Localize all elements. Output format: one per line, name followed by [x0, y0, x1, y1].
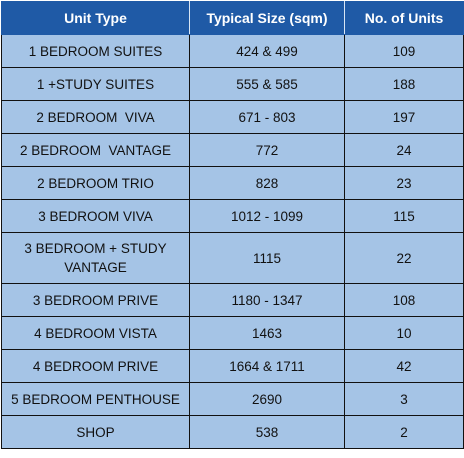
- cell-unit-type: 1 +STUDY SUITES: [1, 67, 190, 101]
- cell-size: 2690: [189, 382, 345, 416]
- cell-size: 1115: [189, 232, 345, 284]
- cell-unit-type: 2 BEDROOM TRIO: [1, 166, 190, 200]
- cell-size: 1463: [189, 316, 345, 350]
- cell-size: 1012 - 1099: [189, 199, 345, 233]
- table-row: 3 BEDROOM + STUDY VANTAGE 1115 22: [1, 232, 464, 284]
- table-row: 3 BEDROOM PRIVE 1180 - 1347 108: [1, 283, 464, 317]
- table-row: 2 BEDROOM TRIO 828 23: [1, 166, 464, 200]
- cell-size: 538: [189, 415, 345, 449]
- cell-units: 22: [344, 232, 464, 284]
- cell-units: 188: [344, 67, 464, 101]
- table-row: 1 +STUDY SUITES 555 & 585 188: [1, 67, 464, 101]
- cell-units: 115: [344, 199, 464, 233]
- cell-unit-type: 3 BEDROOM VIVA: [1, 199, 190, 233]
- header-no-of-units: No. of Units: [344, 1, 464, 35]
- cell-unit-type: 2 BEDROOM VANTAGE: [1, 133, 190, 167]
- table-row: 1 BEDROOM SUITES 424 & 499 109: [1, 34, 464, 68]
- cell-unit-type: 4 BEDROOM PRIVE: [1, 349, 190, 383]
- cell-unit-type: SHOP: [1, 415, 190, 449]
- cell-size: 1180 - 1347: [189, 283, 345, 317]
- cell-size: 424 & 499: [189, 34, 345, 68]
- cell-units: 109: [344, 34, 464, 68]
- table-row: 5 BEDROOM PENTHOUSE 2690 3: [1, 382, 464, 416]
- table-row: 4 BEDROOM PRIVE 1664 & 1711 42: [1, 349, 464, 383]
- table-header-row: Unit Type Typical Size (sqm) No. of Unit…: [1, 1, 464, 35]
- cell-unit-type: 4 BEDROOM VISTA: [1, 316, 190, 350]
- cell-size: 828: [189, 166, 345, 200]
- cell-unit-type: 5 BEDROOM PENTHOUSE: [1, 382, 190, 416]
- unit-mix-table: Unit Type Typical Size (sqm) No. of Unit…: [1, 1, 464, 449]
- header-typical-size: Typical Size (sqm): [189, 1, 345, 35]
- cell-units: 23: [344, 166, 464, 200]
- cell-size: 1664 & 1711: [189, 349, 345, 383]
- cell-units: 10: [344, 316, 464, 350]
- cell-units: 24: [344, 133, 464, 167]
- cell-units: 3: [344, 382, 464, 416]
- table-row: 4 BEDROOM VISTA 1463 10: [1, 316, 464, 350]
- cell-units: 2: [344, 415, 464, 449]
- cell-size: 671 - 803: [189, 100, 345, 134]
- cell-unit-type: 1 BEDROOM SUITES: [1, 34, 190, 68]
- table-row: 2 BEDROOM VANTAGE 772 24: [1, 133, 464, 167]
- table-row: 2 BEDROOM VIVA 671 - 803 197: [1, 100, 464, 134]
- cell-size: 772: [189, 133, 345, 167]
- cell-size: 555 & 585: [189, 67, 345, 101]
- cell-unit-type: 2 BEDROOM VIVA: [1, 100, 190, 134]
- header-unit-type: Unit Type: [1, 1, 190, 35]
- cell-units: 108: [344, 283, 464, 317]
- cell-unit-type: 3 BEDROOM + STUDY VANTAGE: [1, 232, 190, 284]
- cell-units: 42: [344, 349, 464, 383]
- cell-unit-type: 3 BEDROOM PRIVE: [1, 283, 190, 317]
- table-row: 3 BEDROOM VIVA 1012 - 1099 115: [1, 199, 464, 233]
- table-row: SHOP 538 2: [1, 415, 464, 449]
- cell-units: 197: [344, 100, 464, 134]
